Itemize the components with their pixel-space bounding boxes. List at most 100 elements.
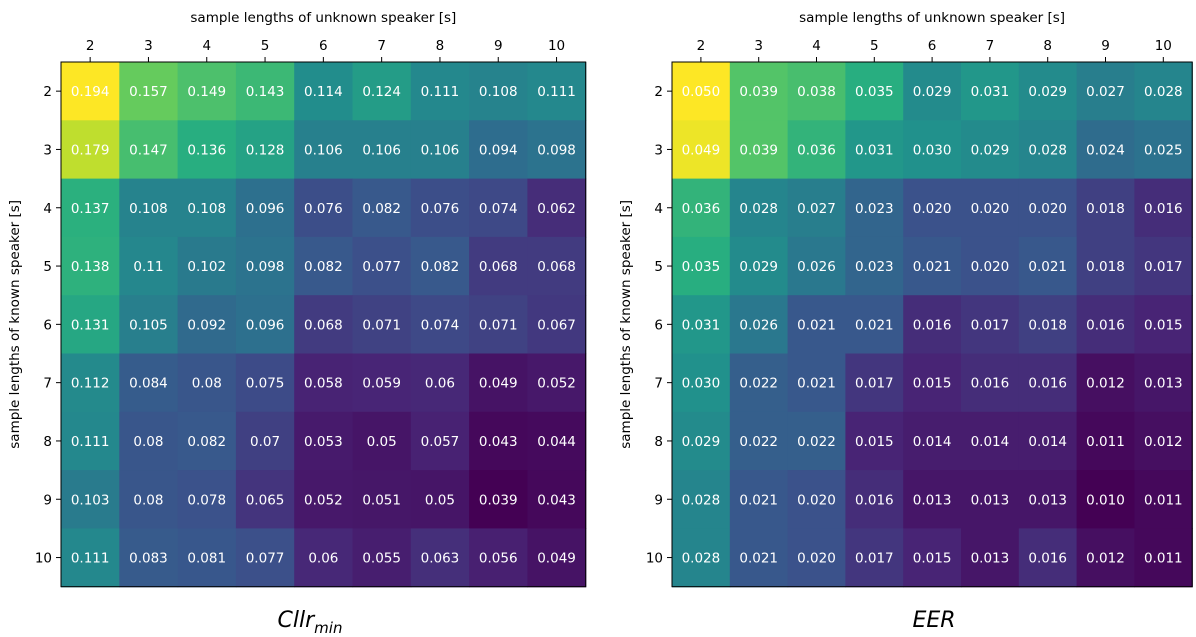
eer-cell-r6-c3	[729, 295, 789, 355]
eer-cell-r5-c8	[1018, 236, 1078, 296]
cllr-cell-label: 0.044	[537, 434, 576, 450]
eer-cell-label: 0.029	[913, 84, 952, 100]
cllr-cell-r8-c3	[119, 411, 179, 471]
cllr-x-tick-label: 6	[319, 38, 328, 54]
eer-chart-title: EER	[912, 608, 955, 633]
cllr-cell-label: 0.052	[537, 376, 576, 392]
cllr-cell-r2-c3	[119, 62, 179, 121]
cllr-x-axis-label: sample lengths of unknown speaker [s]	[190, 10, 456, 26]
cllr-cell-label: 0.065	[246, 492, 285, 508]
eer-cell-r3-c9	[1076, 120, 1135, 180]
eer-cell-label: 0.039	[739, 142, 778, 158]
eer-cell-label: 0.021	[739, 492, 778, 508]
cllr-cell-label: 0.056	[479, 551, 518, 567]
cllr-cell-label: 0.083	[129, 551, 168, 567]
eer-cell-r4-c3	[729, 178, 789, 238]
eer-cell-r9-c10	[1134, 470, 1193, 529]
eer-cell-label: 0.020	[797, 492, 836, 508]
eer-cell-label: 0.022	[739, 376, 778, 392]
eer-cell-label: 0.021	[797, 376, 836, 392]
eer-cell-r5-c4	[787, 236, 846, 296]
eer-cell-r10-c10	[1134, 528, 1193, 588]
eer-cell-r4-c9	[1076, 178, 1135, 238]
cllr-cell-label: 0.084	[129, 376, 168, 392]
cllr-cell-r5-c2	[61, 236, 120, 296]
eer-x-tick-label: 9	[1101, 38, 1110, 54]
eer-cell-r6-c7	[961, 295, 1020, 355]
eer-x-tick-label: 4	[812, 38, 821, 54]
eer-cell-label: 0.016	[1028, 551, 1067, 567]
cllr-cell-r4-c10	[527, 178, 587, 238]
cllr-cell-label: 0.06	[308, 551, 338, 567]
eer-cell-r10-c7	[961, 528, 1020, 588]
cllr-cell-label: 0.049	[479, 376, 518, 392]
cllr-cell-label: 0.11	[133, 259, 163, 275]
cllr-cell-label: 0.074	[421, 317, 460, 333]
eer-cell-label: 0.038	[797, 84, 836, 100]
eer-chart-title-text: EER	[912, 608, 955, 633]
eer-cell-label: 0.013	[971, 492, 1010, 508]
eer-cell-r8-c3	[729, 411, 789, 471]
cllr-cell-r3-c4	[177, 120, 237, 180]
cllr-y-tick-label: 4	[43, 201, 52, 217]
eer-cell-label: 0.023	[855, 259, 894, 275]
eer-cell-label: 0.020	[913, 201, 952, 217]
eer-cell-label: 0.029	[682, 434, 721, 450]
cllr-cell-label: 0.082	[304, 259, 343, 275]
eer-cell-r3-c6	[903, 120, 962, 180]
eer-cell-r7-c10	[1134, 353, 1193, 413]
eer-cell-label: 0.017	[855, 551, 894, 567]
eer-x-tick-label: 7	[986, 38, 995, 54]
cllr-cell-label: 0.077	[362, 259, 401, 275]
cllr-cell-r7-c9	[469, 353, 528, 413]
eer-cell-r9-c2	[672, 470, 731, 529]
cllr-cell-label: 0.074	[479, 201, 518, 217]
cllr-cell-label: 0.043	[479, 434, 518, 450]
eer-cell-r4-c5	[845, 178, 904, 238]
cllr-cell-label: 0.111	[421, 84, 460, 100]
eer-cell-r3-c5	[845, 120, 904, 180]
eer-cell-r6-c10	[1134, 295, 1193, 355]
cllr-cell-label: 0.094	[479, 142, 518, 158]
cllr-cell-label: 0.078	[187, 492, 226, 508]
eer-cell-label: 0.036	[682, 201, 721, 217]
cllr-cell-r7-c8	[410, 353, 470, 413]
cllr-cell-r7-c10	[527, 353, 587, 413]
eer-x-tick-label: 6	[928, 38, 937, 54]
eer-cell-r8-c2	[672, 411, 731, 471]
cllr-cell-r7-c7	[352, 353, 412, 413]
cllr-cell-label: 0.049	[537, 551, 576, 567]
cllr-cell-label: 0.071	[479, 317, 518, 333]
eer-x-tick-label: 2	[697, 38, 706, 54]
eer-cell-r8-c5	[845, 411, 904, 471]
eer-y-tick-label: 2	[654, 84, 663, 100]
eer-cell-r6-c9	[1076, 295, 1135, 355]
cllr-cell-label: 0.131	[71, 317, 110, 333]
eer-cell-r4-c8	[1018, 178, 1078, 238]
cllr-cell-label: 0.077	[246, 551, 285, 567]
eer-cell-r6-c5	[845, 295, 904, 355]
eer-cell-label: 0.050	[682, 84, 721, 100]
cllr-cell-r2-c4	[177, 62, 237, 121]
cllr-cell-label: 0.179	[71, 142, 110, 158]
cllr-cell-label: 0.039	[479, 492, 518, 508]
cllr-cell-label: 0.08	[133, 434, 163, 450]
eer-cell-label: 0.018	[1028, 317, 1067, 333]
eer-cell-label: 0.016	[855, 492, 894, 508]
eer-cell-r9-c3	[729, 470, 789, 529]
cllr-cell-label: 0.07	[250, 434, 280, 450]
eer-cell-label: 0.021	[739, 551, 778, 567]
eer-cell-label: 0.027	[1086, 84, 1125, 100]
eer-cell-r3-c10	[1134, 120, 1193, 180]
cllr-cell-label: 0.055	[362, 551, 401, 567]
eer-cell-r10-c5	[845, 528, 904, 588]
cllr-cell-r6-c10	[527, 295, 587, 355]
eer-cell-label: 0.028	[739, 201, 778, 217]
cllr-x-tick-label: 5	[261, 38, 270, 54]
eer-cell-label: 0.017	[1144, 259, 1183, 275]
eer-cell-r8-c9	[1076, 411, 1135, 471]
cllr-cell-label: 0.06	[425, 376, 455, 392]
eer-cell-r7-c5	[845, 353, 904, 413]
eer-cell-label: 0.028	[682, 492, 721, 508]
eer-cell-label: 0.028	[682, 551, 721, 567]
